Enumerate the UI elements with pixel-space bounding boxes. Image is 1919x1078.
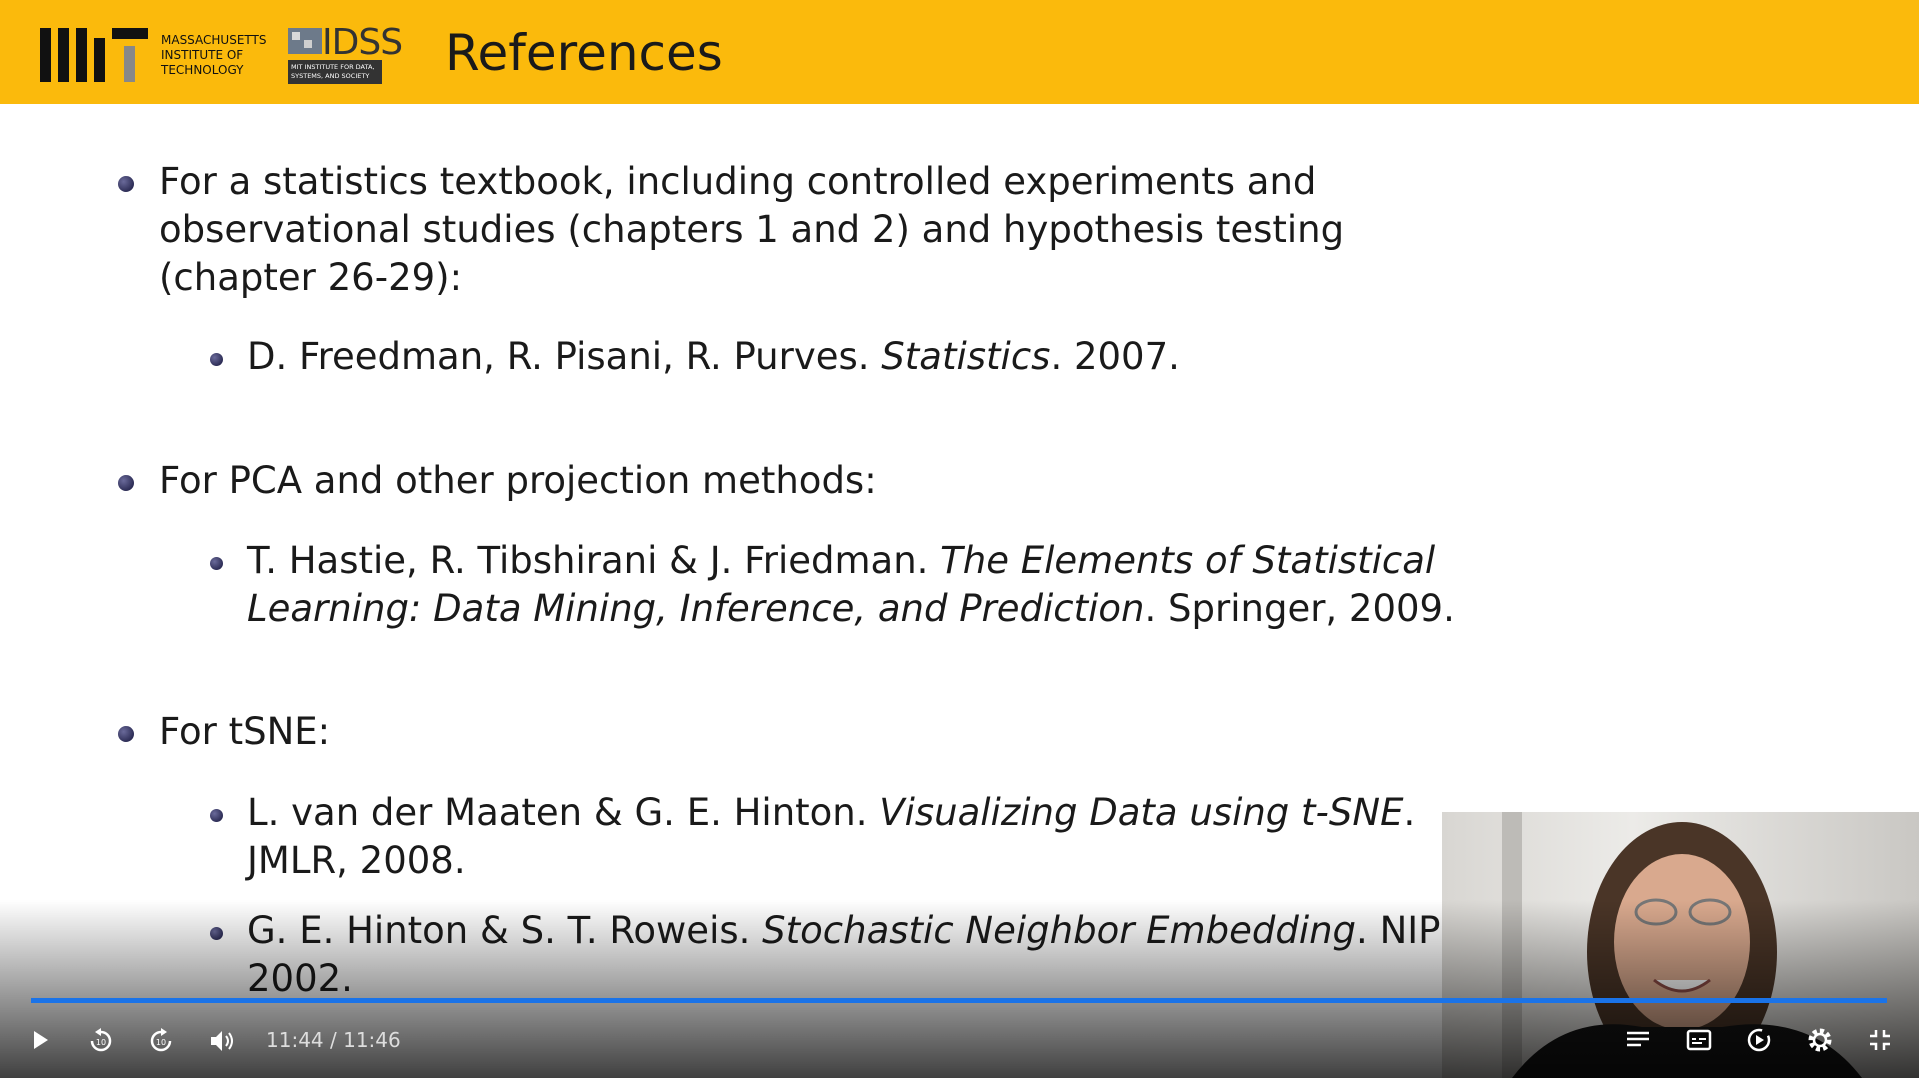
player-controls [0,900,1919,1078]
text-segment: D. Freedman, R. Pisani, R. Purves. [247,335,882,378]
text-segment: The Elements of Statistical [940,539,1436,582]
text-line: JMLR, 2008. [247,837,466,885]
transcript-button[interactable] [1625,1028,1651,1052]
sub-bullet [210,557,223,570]
text-segment: observational studies (chapters 1 and 2)… [159,208,1345,251]
text-segment: JMLR, 2008. [247,839,466,882]
text-line: For PCA and other projection methods: [159,457,877,505]
play-button[interactable] [28,1028,52,1052]
speed-button[interactable] [1746,1027,1772,1053]
rewind-button[interactable]: 10 [88,1028,114,1054]
svg-text:10: 10 [96,1038,106,1047]
idss-subtext: MIT INSTITUTE FOR DATA, SYSTEMS, AND SOC… [288,60,382,84]
text-segment: . [1403,791,1416,834]
bullet [118,726,134,742]
text-segment: Statistics [881,335,1051,378]
slide-title: References [445,24,723,82]
idss-logo: IDSS [322,22,403,63]
text-segment: Learning: Data Mining, Inference, and Pr… [247,587,1145,630]
logo-text: MASSACHUSETTS [161,33,267,47]
text-segment: L. van der Maaten & G. E. Hinton. [247,791,880,834]
captions-button[interactable] [1686,1028,1712,1052]
text-segment: For a statistics textbook, including con… [159,160,1317,203]
logo-text: TECHNOLOGY [161,63,244,77]
text-segment: Visualizing Data using t-SNE [879,791,1404,834]
sub-bullet [210,809,223,822]
text-line: D. Freedman, R. Pisani, R. Purves. Stati… [247,333,1180,381]
logo-text: MIT INSTITUTE FOR DATA, [291,63,375,71]
mit-logo-text: MASSACHUSETTS INSTITUTE OF TECHNOLOGY [161,33,266,78]
bullet [118,475,134,491]
sub-bullet [210,353,223,366]
text-line: For a statistics textbook, including con… [159,158,1316,206]
text-line: L. van der Maaten & G. E. Hinton. Visual… [247,789,1415,837]
progress-bar[interactable] [31,998,1887,1003]
text-segment: T. Hastie, R. Tibshirani & J. Friedman. [247,539,941,582]
text-line: For tSNE: [159,708,330,756]
text-segment: For tSNE: [159,710,331,753]
logo-text: SYSTEMS, AND SOCIETY [291,72,370,80]
text-line: observational studies (chapters 1 and 2)… [159,206,1344,254]
forward-button[interactable]: 10 [148,1028,174,1054]
mit-logo [40,28,148,82]
text-line: T. Hastie, R. Tibshirani & J. Friedman. … [247,537,1435,585]
exit-fullscreen-button[interactable] [1868,1028,1892,1052]
text-segment: . Springer, 2009. [1144,587,1455,630]
text-segment: . 2007. [1050,335,1180,378]
time-display: 11:44 / 11:46 [266,1028,401,1052]
text-line: Learning: Data Mining, Inference, and Pr… [247,585,1455,633]
svg-text:10: 10 [156,1038,166,1047]
settings-button[interactable] [1807,1027,1833,1053]
bullet [118,176,134,192]
text-segment: For PCA and other projection methods: [159,459,877,502]
header-bar: MASSACHUSETTS INSTITUTE OF TECHNOLOGY ID… [0,0,1919,104]
idss-icon [288,28,322,54]
logo-text: INSTITUTE OF [161,48,244,62]
volume-button[interactable] [208,1028,236,1054]
text-segment: (chapter 26-29): [159,256,463,299]
text-line: (chapter 26-29): [159,254,462,302]
